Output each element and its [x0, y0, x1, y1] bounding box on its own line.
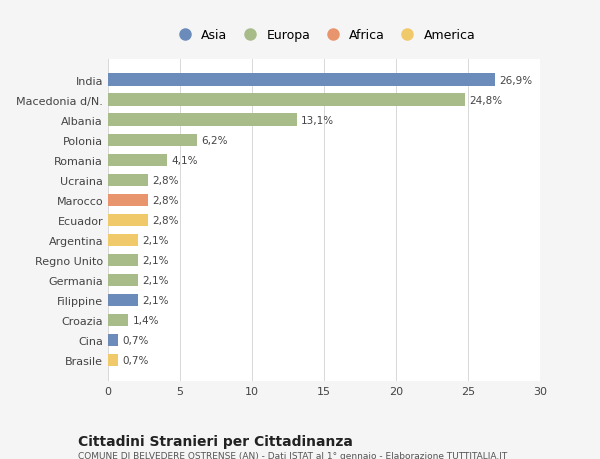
Bar — [108, 114, 296, 127]
Text: 4,1%: 4,1% — [172, 156, 198, 165]
Bar — [108, 314, 128, 326]
Bar — [108, 74, 496, 87]
Text: 2,1%: 2,1% — [143, 255, 169, 265]
Bar — [108, 214, 148, 226]
Legend: Asia, Europa, Africa, America: Asia, Europa, Africa, America — [167, 24, 481, 47]
Text: 0,7%: 0,7% — [122, 335, 149, 345]
Text: 24,8%: 24,8% — [469, 95, 503, 106]
Bar — [108, 274, 138, 286]
Text: 2,8%: 2,8% — [152, 175, 179, 185]
Bar — [108, 154, 167, 167]
Bar — [108, 134, 197, 146]
Text: 2,1%: 2,1% — [143, 275, 169, 285]
Text: Cittadini Stranieri per Cittadinanza: Cittadini Stranieri per Cittadinanza — [78, 434, 353, 448]
Text: 2,8%: 2,8% — [152, 215, 179, 225]
Text: 0,7%: 0,7% — [122, 355, 149, 365]
Text: 2,1%: 2,1% — [143, 235, 169, 245]
Text: 13,1%: 13,1% — [301, 115, 334, 125]
Bar — [108, 254, 138, 267]
Text: 2,8%: 2,8% — [152, 196, 179, 205]
Text: 1,4%: 1,4% — [133, 315, 159, 325]
Bar — [108, 174, 148, 186]
Text: COMUNE DI BELVEDERE OSTRENSE (AN) - Dati ISTAT al 1° gennaio - Elaborazione TUTT: COMUNE DI BELVEDERE OSTRENSE (AN) - Dati… — [78, 451, 507, 459]
Bar — [108, 194, 148, 207]
Bar — [108, 94, 465, 106]
Bar — [108, 234, 138, 246]
Text: 2,1%: 2,1% — [143, 295, 169, 305]
Bar — [108, 354, 118, 366]
Text: 26,9%: 26,9% — [500, 75, 533, 85]
Text: 6,2%: 6,2% — [202, 135, 228, 146]
Bar — [108, 334, 118, 347]
Bar — [108, 294, 138, 307]
